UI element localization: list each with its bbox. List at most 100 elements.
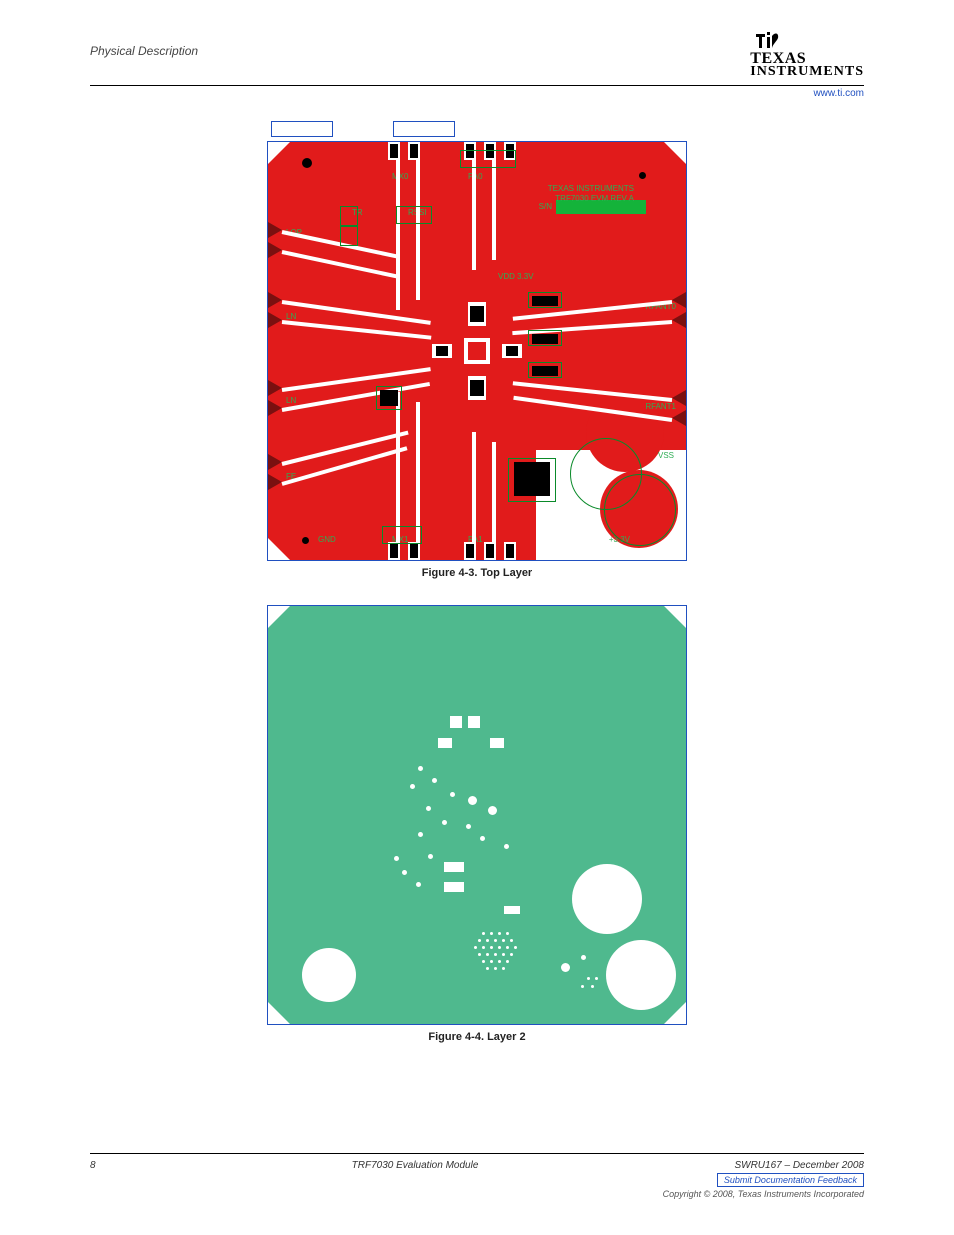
trace [416,160,420,300]
silk-outline [604,474,676,546]
page: Physical Description TEXAS INSTRUMENTS w… [0,0,954,1235]
ic-centre-cluster [422,296,532,406]
via [581,985,584,988]
silk-outline [340,206,358,226]
connector-tab [388,142,400,160]
hole [606,940,676,1010]
hole [572,864,642,934]
component [532,366,558,376]
legend-chips [271,121,455,137]
submit-feedback-link[interactable]: Submit Documentation Feedback [717,1173,864,1187]
corner-cut [268,538,290,560]
corner-cut [664,606,686,628]
pad [468,716,480,728]
edge-finger [268,380,282,396]
legend-chip-1 [271,121,333,137]
pcb-layer-2 [267,605,687,1025]
footer-row-2: Submit Documentation Feedback [90,1173,864,1187]
hole [302,948,356,1002]
connector-tab [408,542,420,560]
footer-page-number: 8 [90,1160,96,1171]
silk-outline [382,526,422,544]
silk-outline [340,226,358,246]
via [418,766,423,771]
trace [281,446,407,486]
edge-finger [268,474,282,490]
silk-label: VDD 3.3V [498,272,534,281]
via [591,985,594,988]
trace [396,160,400,310]
trace [396,392,400,542]
corner-cut [268,142,290,164]
connector-tab [464,542,476,560]
component [436,346,448,356]
edge-finger [672,312,686,328]
edge-finger [268,222,282,238]
footer-copyright: Copyright © 2008, Texas Instruments Inco… [90,1189,864,1199]
via [595,977,598,980]
silk-label: GND [318,535,336,544]
via [418,832,423,837]
pad [444,882,464,892]
figures-container: TEXAS INSTRUMENTS TRF7030 EVM REV A S/N … [90,111,864,1043]
via [466,824,471,829]
pcb-top-layer: TEXAS INSTRUMENTS TRF7030 EVM REV A S/N … [267,141,687,561]
pad [438,738,452,748]
silk-label: S/N [539,202,552,211]
component [506,346,518,356]
via [402,870,407,875]
connector-tab [484,542,496,560]
via [428,854,433,859]
pad [490,738,504,748]
trace [472,432,476,542]
via [426,806,431,811]
header-site-url[interactable]: www.ti.com [90,88,864,99]
ti-logo: TEXAS INSTRUMENTS [750,30,864,79]
via [504,844,509,849]
via [468,796,477,805]
edge-finger [268,292,282,308]
trace [282,300,431,325]
via [432,778,437,783]
header-section-text: Physical Description [90,44,198,58]
component [380,390,398,406]
trace [492,160,496,260]
edge-finger [672,292,686,308]
edge-finger [268,454,282,470]
footer-doc-title: TRF7030 Evaluation Module [352,1160,479,1171]
via-dot [302,537,309,544]
trace [472,160,476,270]
silk-label: TEXAS INSTRUMENTS [548,184,634,193]
edge-finger [268,312,282,328]
via [442,820,447,825]
ti-logo-icon [754,30,780,50]
via [581,955,586,960]
silk-label: VSS [658,451,674,460]
via [394,856,399,861]
header-section-label: Physical Description [90,30,198,58]
page-header: Physical Description TEXAS INSTRUMENTS [90,30,864,86]
connector-tab [408,142,420,160]
edge-finger [268,400,282,416]
via [450,792,455,797]
via [410,784,415,789]
trace [416,402,420,542]
silk-label: MX0 [392,172,408,181]
connector-tab [388,542,400,560]
figure-caption: Figure 4-4. Layer 2 [267,1031,687,1043]
page-footer: 8 TRF7030 Evaluation Module SWRU167 – De… [90,1153,864,1199]
via-array [470,932,524,980]
via [561,963,570,972]
silk-label: TRF7030 EVM REV A [555,194,634,203]
figure-layer2-wrap: Figure 4-4. Layer 2 [267,587,687,1043]
legend-chip-2 [393,121,455,137]
figure-caption: Figure 4-3. Top Layer [267,567,687,579]
component [532,296,558,306]
silk-label: LN [286,396,296,405]
via [416,882,421,887]
corner-cut [268,606,290,628]
silk-outline [460,150,516,168]
connector-tab [504,542,516,560]
pad [504,906,520,914]
footer-doc-code: SWRU167 – December 2008 [734,1160,864,1171]
